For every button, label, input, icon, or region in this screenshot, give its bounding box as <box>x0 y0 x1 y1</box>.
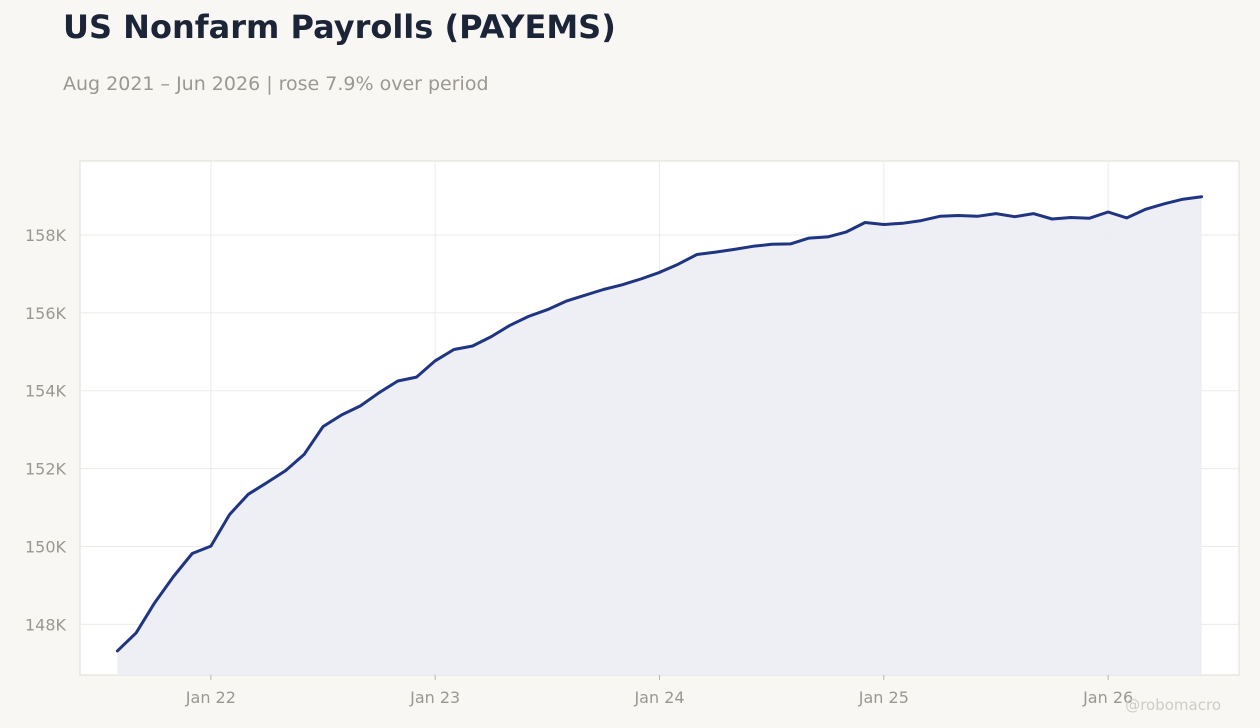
y-tick-label: 150K <box>25 538 67 557</box>
series-area-fill <box>117 196 1202 676</box>
y-axis-ticks: 148K 150K 152K 154K 156K 158K <box>25 226 67 634</box>
y-tick-label: 158K <box>25 226 67 245</box>
chart-subtitle: Aug 2021 – Jun 2026 | rose 7.9% over per… <box>63 73 489 95</box>
x-tick-label: Jan 24 <box>633 688 684 707</box>
y-tick-label: 148K <box>25 615 67 634</box>
x-tick-label: Jan 26 <box>1082 688 1133 707</box>
series-line <box>115 195 1204 653</box>
x-axis-ticks: Jan 22 Jan 23 Jan 24 Jan 25 Jan 26 <box>185 675 1133 707</box>
y-tick-label: 154K <box>25 382 67 401</box>
y-tick-label: 152K <box>25 460 67 479</box>
x-tick-label: Jan 23 <box>409 688 460 707</box>
chart-title: US Nonfarm Payrolls (PAYEMS) <box>63 8 616 46</box>
watermark: @robomacro <box>1125 696 1221 714</box>
x-tick-label: Jan 22 <box>185 688 236 707</box>
y-tick-label: 156K <box>25 304 67 323</box>
x-tick-label: Jan 25 <box>858 688 909 707</box>
